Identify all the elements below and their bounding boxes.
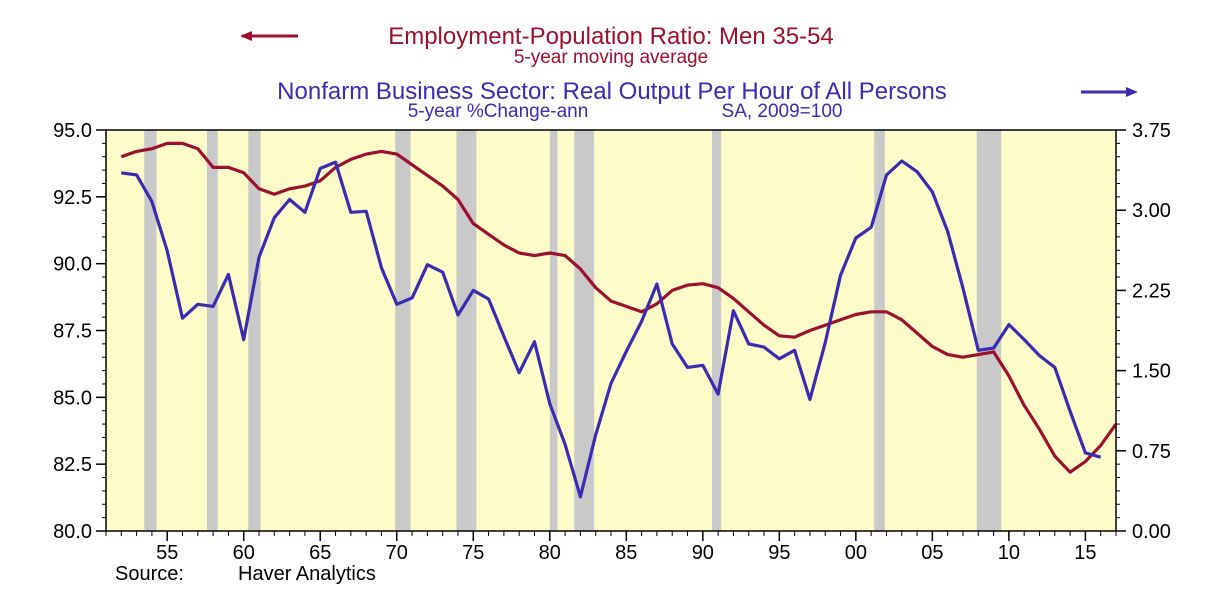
x-tick-label: 15 <box>1074 542 1096 564</box>
recession-band <box>456 130 477 531</box>
plot-area <box>106 130 1116 531</box>
x-tick-label: 55 <box>156 542 178 564</box>
y-left-tick-label: 95.0 <box>53 120 92 142</box>
x-tick-label: 90 <box>692 542 714 564</box>
y-left-tick-label: 85.0 <box>53 387 92 409</box>
recession-band <box>207 130 218 531</box>
recession-band <box>144 130 157 531</box>
x-tick-label: 95 <box>768 542 790 564</box>
employment-ratio-line <box>120 141 1118 474</box>
y-right-tick-label: 0.75 <box>1132 441 1171 463</box>
left-arrow-icon <box>240 31 252 41</box>
recession-band <box>549 130 558 531</box>
x-tick-label: 10 <box>998 542 1020 564</box>
x-tick-label: 70 <box>386 542 408 564</box>
x-tick-label: 85 <box>615 542 637 564</box>
y-left-tick-label: 87.5 <box>53 321 92 343</box>
recession-band <box>712 130 722 531</box>
x-tick-label: 75 <box>462 542 484 564</box>
x-tick-label: 60 <box>233 542 255 564</box>
x-tick-label: 00 <box>845 542 867 564</box>
productivity-line <box>121 159 1102 499</box>
y-left-tick-label: 80.0 <box>53 521 92 543</box>
recession-band <box>874 130 885 531</box>
y-left-tick-label: 82.5 <box>53 454 92 476</box>
recession-band <box>248 130 261 531</box>
axes: 80.0 82.5 85.0 87.5 90.0 92.5 95.0 0.00 0.75 1.50… <box>53 120 1171 564</box>
right-series-subtitle-a: 5-year %Change-ann <box>408 101 589 122</box>
y-right-tick-label: 2.25 <box>1132 280 1171 302</box>
x-tick-label: 05 <box>921 542 943 564</box>
x-tick-label: 65 <box>309 542 331 564</box>
source-label: Source: <box>115 563 184 585</box>
legend-left-series: Employment-Population Ratio: Men 35-54 5… <box>240 23 834 68</box>
y-left-tick-label: 92.5 <box>53 187 92 209</box>
right-series-subtitle-b: SA, 2009=100 <box>722 101 843 122</box>
y-left-tick-label: 90.0 <box>53 254 92 276</box>
left-series-title: Employment-Population Ratio: Men 35-54 <box>388 23 834 50</box>
recession-band <box>574 130 595 531</box>
y-right-tick-label: 0.00 <box>1132 521 1171 543</box>
x-tick-label: 80 <box>539 542 561 564</box>
source-name: Haver Analytics <box>238 563 376 585</box>
y-right-tick-label: 1.50 <box>1132 361 1171 383</box>
series-layer <box>120 141 1118 499</box>
y-right-tick-label: 3.75 <box>1132 120 1171 142</box>
recession-band <box>976 130 1002 531</box>
recession-bands <box>144 130 1002 531</box>
right-arrow-icon <box>1126 87 1138 97</box>
right-series-title: Nonfarm Business Sector: Real Output Per… <box>277 78 947 105</box>
y-right-tick-label: 3.00 <box>1132 200 1171 222</box>
recession-band <box>395 130 411 531</box>
left-series-subtitle: 5-year moving average <box>514 47 708 68</box>
legend-right-series: Nonfarm Business Sector: Real Output Per… <box>277 78 1138 122</box>
